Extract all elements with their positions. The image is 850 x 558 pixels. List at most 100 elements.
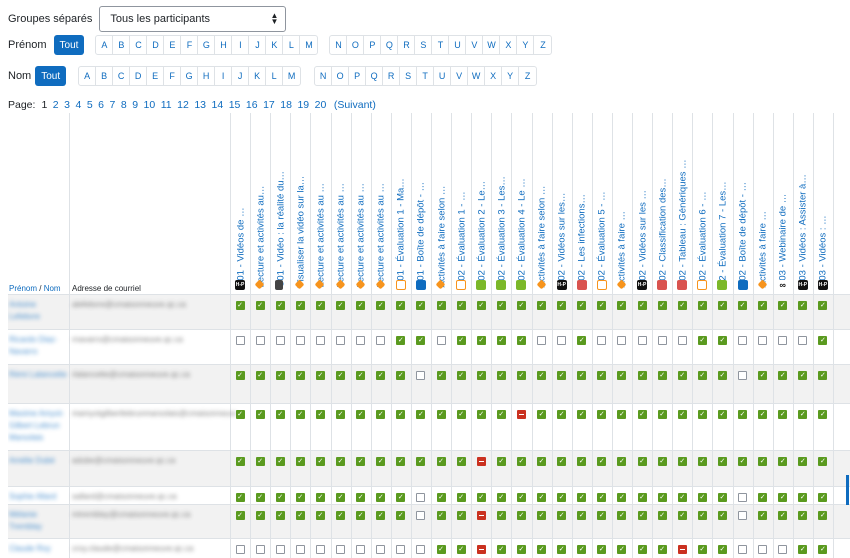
completion-complete-icon[interactable]: ✓ <box>617 457 627 466</box>
lastname-letter-m[interactable]: M <box>287 71 296 81</box>
completion-complete-icon[interactable]: ✓ <box>758 301 768 310</box>
completion-complete-icon[interactable]: ✓ <box>798 511 808 520</box>
completion-complete-icon[interactable]: ✓ <box>577 545 587 554</box>
completion-complete-icon[interactable]: ✓ <box>416 410 426 419</box>
completion-complete-icon[interactable]: ✓ <box>697 371 707 380</box>
completion-complete-icon[interactable]: ✓ <box>315 371 325 380</box>
page-link-18[interactable]: 18 <box>280 99 292 111</box>
completion-complete-icon[interactable]: ✓ <box>697 410 707 419</box>
completion-complete-icon[interactable]: ✓ <box>818 301 828 310</box>
completion-incomplete-checkbox[interactable] <box>235 545 245 554</box>
completion-incomplete-checkbox[interactable] <box>738 493 748 502</box>
completion-complete-icon[interactable]: ✓ <box>396 457 406 466</box>
completion-complete-icon[interactable]: ✓ <box>798 457 808 466</box>
activity-header-link[interactable]: Activités à faire selon … <box>536 185 548 288</box>
completion-complete-icon[interactable]: ✓ <box>295 410 305 419</box>
page-link-10[interactable]: 10 <box>143 99 156 111</box>
firstname-letter-e[interactable]: E <box>164 36 182 54</box>
lastname-letter-p[interactable]: P <box>349 67 367 85</box>
completion-incomplete-checkbox[interactable] <box>738 511 748 520</box>
completion-complete-icon[interactable]: ✓ <box>456 545 466 554</box>
activity-header-link[interactable]: C02 - Évaluation 3 - Les… <box>495 176 507 288</box>
user-name-link[interactable]: Maxime Amyot-Gilbert Lebrun Marsolais <box>9 409 65 442</box>
completion-complete-icon[interactable]: ✓ <box>557 410 567 419</box>
completion-complete-icon[interactable]: ✓ <box>295 301 305 310</box>
completion-complete-icon[interactable]: ✓ <box>577 457 587 466</box>
page-link-8[interactable]: 8 <box>120 99 127 111</box>
completion-complete-icon[interactable]: ✓ <box>717 511 727 520</box>
completion-incomplete-checkbox[interactable] <box>356 545 366 554</box>
completion-complete-icon[interactable]: ✓ <box>376 410 386 419</box>
completion-complete-icon[interactable]: ✓ <box>275 493 285 502</box>
completion-incomplete-checkbox[interactable] <box>758 545 768 554</box>
completion-complete-icon[interactable]: ✓ <box>617 301 627 310</box>
completion-complete-icon[interactable]: ✓ <box>637 545 647 554</box>
activity-header-link[interactable]: Activités à faire … <box>616 210 628 288</box>
completion-complete-icon[interactable]: ✓ <box>617 493 627 502</box>
completion-complete-icon[interactable]: ✓ <box>657 371 667 380</box>
lastname-letter-f[interactable]: F <box>164 67 182 85</box>
completion-complete-icon[interactable]: ✓ <box>496 410 506 419</box>
user-name-link[interactable]: Ricardo Diaz-Navarro <box>9 335 58 356</box>
completion-complete-icon[interactable]: ✓ <box>697 336 707 345</box>
completion-complete-icon[interactable]: ✓ <box>778 410 788 419</box>
completion-complete-icon[interactable]: ✓ <box>597 410 607 419</box>
completion-incomplete-checkbox[interactable] <box>315 336 325 345</box>
completion-complete-icon[interactable]: ✓ <box>798 493 808 502</box>
completion-complete-icon[interactable]: ✓ <box>416 457 426 466</box>
completion-complete-icon[interactable]: ✓ <box>356 410 366 419</box>
completion-complete-icon[interactable]: ✓ <box>255 457 265 466</box>
completion-complete-icon[interactable]: ✓ <box>677 457 687 466</box>
completion-incomplete-checkbox[interactable] <box>416 511 426 520</box>
sort-by-lastname-link[interactable]: Nom <box>43 284 61 293</box>
activity-header-link[interactable]: C02 - Évaluation 4 - Le … <box>515 178 527 288</box>
page-link-11[interactable]: 11 <box>160 99 172 111</box>
lastname-letter-e[interactable]: E <box>147 67 165 85</box>
completion-incomplete-checkbox[interactable] <box>597 336 607 345</box>
completion-complete-icon[interactable]: ✓ <box>697 457 707 466</box>
lastname-letter-h[interactable]: H <box>198 67 216 85</box>
completion-complete-icon[interactable]: ✓ <box>818 493 828 502</box>
horizontal-scroll-indicator[interactable] <box>846 475 849 505</box>
completion-complete-icon[interactable]: ✓ <box>396 336 406 345</box>
activity-header-link[interactable]: C03 - Vidéos : Assister à… <box>797 174 809 288</box>
firstname-letter-p[interactable]: P <box>364 36 382 54</box>
completion-complete-icon[interactable]: ✓ <box>315 511 325 520</box>
lastname-all-button[interactable]: Tout <box>35 66 67 86</box>
completion-complete-icon[interactable]: ✓ <box>275 511 285 520</box>
completion-complete-icon[interactable]: ✓ <box>818 410 828 419</box>
firstname-letter-w[interactable]: W <box>483 36 501 54</box>
user-name-link[interactable]: Claude Roy <box>9 544 51 553</box>
completion-complete-icon[interactable]: ✓ <box>336 301 346 310</box>
completion-complete-icon[interactable]: ✓ <box>677 410 687 419</box>
completion-complete-icon[interactable]: ✓ <box>657 410 667 419</box>
completion-complete-icon[interactable]: ✓ <box>557 545 567 554</box>
firstname-letter-y[interactable]: Y <box>517 36 535 54</box>
completion-complete-icon[interactable]: ✓ <box>537 410 547 419</box>
lastname-letter-b[interactable]: B <box>96 67 114 85</box>
firstname-letter-v[interactable]: V <box>466 36 484 54</box>
completion-complete-icon[interactable]: ✓ <box>537 545 547 554</box>
firstname-letter-t[interactable]: T <box>432 36 450 54</box>
completion-incomplete-checkbox[interactable] <box>637 336 647 345</box>
firstname-letter-m[interactable]: M <box>305 40 313 50</box>
completion-incomplete-checkbox[interactable] <box>235 336 245 345</box>
completion-fail-icon[interactable] <box>476 457 486 466</box>
completion-complete-icon[interactable]: ✓ <box>476 371 486 380</box>
firstname-letter-x[interactable]: X <box>500 36 518 54</box>
firstname-letter-h[interactable]: H <box>215 36 233 54</box>
completion-complete-icon[interactable]: ✓ <box>396 410 406 419</box>
user-name-link[interactable]: Sophie Allard <box>9 492 57 501</box>
lastname-letter-n[interactable]: N <box>315 67 333 85</box>
firstname-letter-n[interactable]: N <box>330 36 348 54</box>
completion-complete-icon[interactable]: ✓ <box>235 301 245 310</box>
completion-complete-icon[interactable]: ✓ <box>758 371 768 380</box>
completion-complete-icon[interactable]: ✓ <box>275 371 285 380</box>
lastname-letter-r[interactable]: R <box>383 67 401 85</box>
lastname-letter-s[interactable]: S <box>400 67 418 85</box>
completion-complete-icon[interactable]: ✓ <box>436 301 446 310</box>
completion-complete-icon[interactable]: ✓ <box>637 301 647 310</box>
completion-complete-icon[interactable]: ✓ <box>295 371 305 380</box>
completion-complete-icon[interactable]: ✓ <box>356 511 366 520</box>
completion-complete-icon[interactable]: ✓ <box>356 301 366 310</box>
